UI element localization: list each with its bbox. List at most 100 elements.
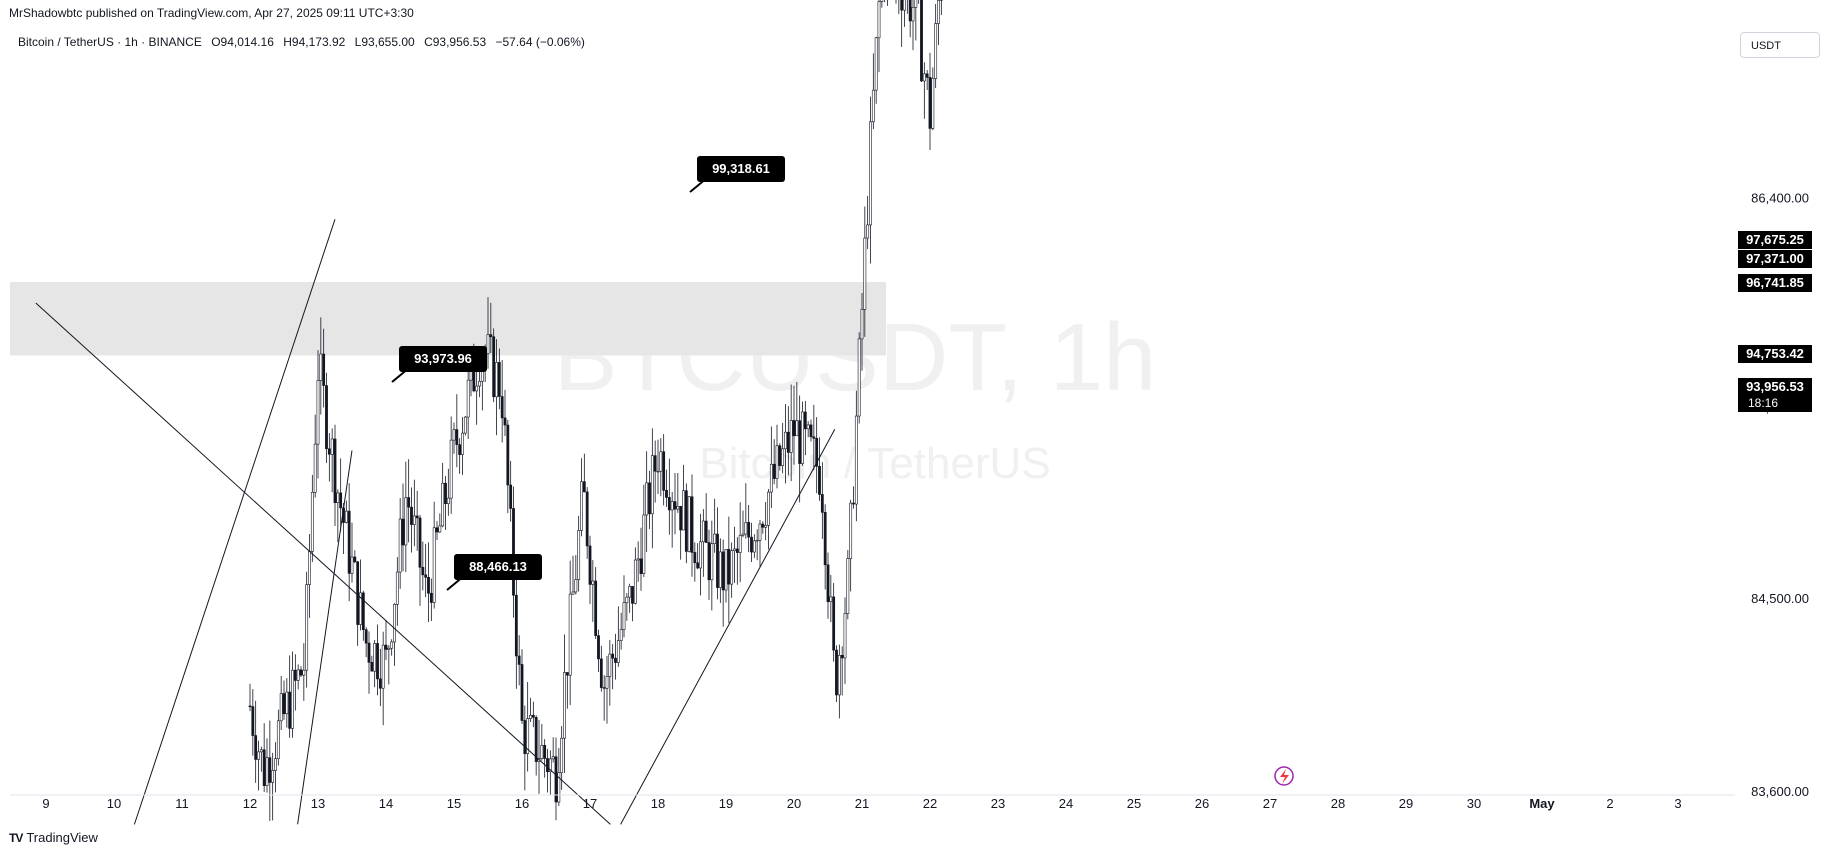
trendlines-layer — [35, 219, 836, 825]
candle-body — [274, 758, 277, 771]
time-tick-label: 15 — [447, 796, 461, 811]
candle-body — [310, 492, 314, 552]
footer-brand: TradingView — [26, 830, 98, 845]
candle-body — [684, 490, 688, 552]
candle-body — [333, 438, 337, 503]
footer[interactable]: TV TradingView — [9, 830, 98, 845]
candle-body — [495, 362, 498, 398]
candle-body — [395, 571, 399, 605]
symbol-legend[interactable]: Bitcoin / TetherUS · 1h · BINANCE O94,01… — [18, 35, 591, 49]
candle-body — [869, 121, 872, 226]
candle-body — [517, 655, 521, 665]
candle-body — [699, 541, 702, 569]
candle-body — [937, 0, 940, 24]
zone-label-box — [697, 156, 785, 182]
currency-button[interactable]: USDT — [1740, 32, 1820, 58]
candle-body — [534, 717, 538, 762]
candle-body — [574, 579, 578, 593]
trendline — [133, 219, 336, 825]
candle-body — [846, 558, 850, 614]
candle-body — [832, 596, 836, 651]
candle-body — [693, 552, 697, 564]
candle-body — [835, 649, 838, 696]
time-axis[interactable]: 9 10 11 12 13 14 15 16 17 18 19 20 21 22 23 24 25 26 27 28 2… — [10, 794, 1735, 811]
candle-body — [455, 429, 459, 445]
candle-body — [801, 411, 804, 464]
time-tick-label: 19 — [719, 796, 733, 811]
symbol-title: Bitcoin / TetherUS · 1h · BINANCE — [18, 35, 202, 49]
candle-body — [784, 431, 787, 450]
candle-body — [582, 481, 586, 493]
time-tick-label: 29 — [1399, 796, 1413, 811]
candle-body — [614, 657, 617, 663]
candle-body — [925, 73, 929, 78]
publisher-info: MrShadowbtc published on TradingView.com… — [9, 6, 414, 20]
candle-body — [837, 655, 841, 696]
time-tick-label: 23 — [991, 796, 1005, 811]
candle-body — [543, 745, 547, 759]
candle-body — [296, 669, 300, 681]
candle-body — [412, 515, 416, 525]
candle-body — [911, 7, 915, 22]
candle-body — [282, 693, 286, 715]
candle-body — [410, 506, 413, 525]
candle-body — [381, 644, 385, 689]
candle-body — [293, 669, 297, 681]
candle-body — [820, 494, 824, 513]
candle-body — [588, 545, 592, 585]
candle-body — [347, 510, 351, 574]
candle-body — [563, 672, 566, 739]
candle-body — [568, 593, 572, 676]
candle-body — [781, 448, 785, 466]
candle-body — [322, 353, 326, 386]
candles-layer — [248, 0, 943, 821]
candle-body — [390, 641, 394, 649]
candle-body — [789, 420, 793, 453]
trendline — [35, 302, 611, 825]
time-tick-label: 11 — [175, 796, 189, 811]
time-tick-label: 20 — [787, 796, 801, 811]
snapshot-icon[interactable] — [1274, 766, 1294, 786]
candle-body — [622, 602, 626, 630]
candle-body — [248, 705, 252, 708]
candle-body — [764, 525, 768, 528]
candle-body — [818, 466, 821, 495]
candle-body — [429, 592, 433, 603]
zone-label-box — [399, 346, 487, 372]
candle-body — [565, 672, 569, 676]
candle-body — [752, 540, 756, 553]
candle-body — [571, 591, 575, 595]
candle-body — [356, 561, 360, 625]
candle-body — [619, 629, 623, 641]
candle-body — [798, 420, 802, 464]
candle-body — [302, 669, 306, 676]
zone-label: 93,973.96 — [414, 351, 472, 366]
candle-body — [903, 0, 906, 11]
time-tick-label: 25 — [1127, 796, 1141, 811]
time-tick-label: 16 — [515, 796, 529, 811]
candle-body — [463, 416, 467, 434]
candle-body — [721, 551, 725, 591]
candle-body — [653, 455, 657, 472]
candle-body — [506, 424, 510, 486]
candle-body — [531, 714, 535, 718]
candle-body — [857, 338, 861, 417]
candle-body — [327, 448, 331, 455]
candle-body — [288, 691, 292, 729]
candle-body — [628, 586, 632, 598]
ohlc-open: O94,014.16 — [211, 35, 274, 49]
candle-body — [336, 492, 340, 503]
candle-body — [852, 502, 855, 505]
candle-body — [701, 520, 705, 543]
time-tick-label: 13 — [311, 796, 325, 811]
candle-body — [509, 484, 513, 509]
candle-body — [446, 497, 450, 505]
price-tick-label: 83,600.00 — [1751, 784, 1809, 799]
candle-body — [786, 431, 790, 453]
candle-body — [602, 687, 606, 689]
candle-body — [580, 481, 583, 531]
candle-body — [393, 604, 396, 643]
time-tick-label: 27 — [1263, 796, 1277, 811]
candle-body — [772, 463, 776, 479]
